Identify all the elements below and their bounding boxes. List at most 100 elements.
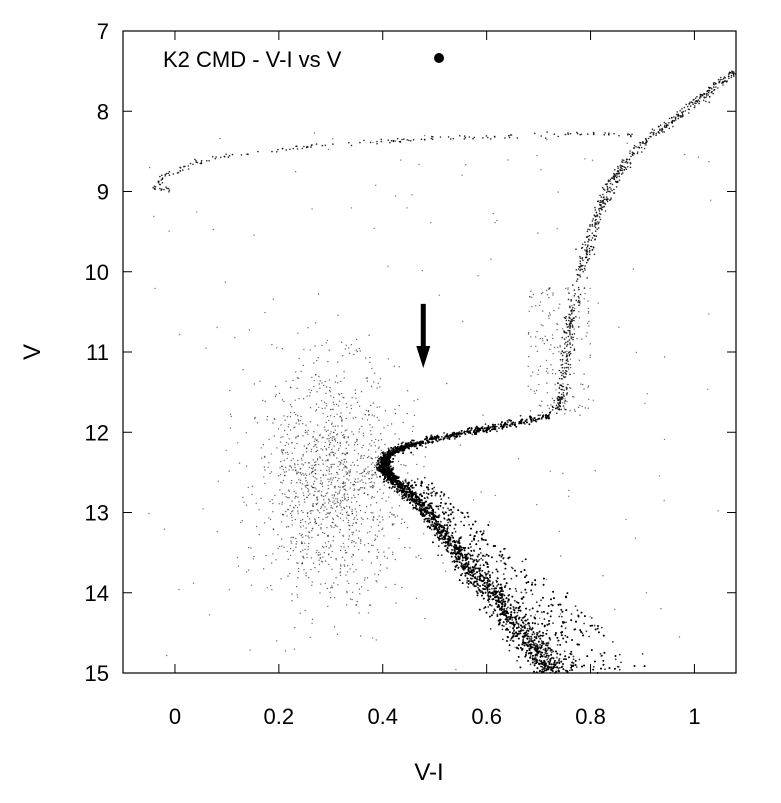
data-point — [461, 572, 464, 575]
data-point — [563, 650, 566, 653]
data-point — [488, 588, 491, 591]
data-point — [473, 573, 476, 575]
data-point — [520, 591, 523, 594]
data-point — [506, 601, 509, 603]
data-point — [470, 578, 473, 580]
data-point — [491, 582, 494, 585]
data-point — [495, 560, 498, 563]
data-point — [612, 641, 614, 643]
data-point — [490, 604, 493, 607]
data-point — [451, 560, 454, 563]
data-point — [507, 620, 510, 623]
data-point — [492, 610, 495, 613]
data-point — [446, 433, 449, 435]
data-point — [402, 441, 404, 444]
data-point — [549, 671, 552, 674]
data-point — [471, 540, 473, 543]
data-point — [432, 490, 435, 493]
data-point — [462, 563, 465, 566]
data-point — [564, 634, 567, 637]
data-point — [430, 528, 433, 531]
data-point — [451, 548, 453, 551]
data-point — [425, 513, 428, 516]
data-point — [516, 659, 518, 662]
data-point — [454, 530, 457, 533]
data-point — [502, 573, 505, 575]
data-point — [530, 638, 532, 641]
data-point — [575, 666, 578, 668]
data-point — [492, 581, 494, 584]
data-point — [544, 655, 546, 658]
data-point — [501, 638, 504, 641]
data-point — [485, 426, 488, 429]
data-point — [477, 586, 479, 589]
data-point — [480, 557, 483, 560]
data-point — [546, 658, 548, 661]
data-point — [546, 649, 549, 651]
data-point — [382, 451, 385, 454]
data-point — [519, 414, 522, 417]
data-point — [437, 437, 440, 440]
data-point — [491, 587, 493, 590]
data-point — [542, 648, 545, 651]
data-point — [533, 660, 536, 663]
data-point — [484, 555, 486, 557]
data-point — [528, 635, 531, 638]
data-point — [460, 564, 463, 566]
data-point — [446, 519, 449, 521]
data-point — [529, 626, 531, 629]
data-point — [430, 434, 433, 436]
data-point — [430, 492, 432, 495]
data-point — [497, 423, 500, 426]
data-point — [532, 646, 535, 649]
data-point — [471, 433, 474, 436]
data-point — [529, 655, 532, 657]
data-point — [533, 643, 536, 645]
data-point — [540, 599, 542, 602]
data-point — [401, 480, 404, 483]
data-point — [425, 446, 427, 449]
data-point — [393, 490, 396, 492]
data-point — [471, 558, 474, 561]
data-point — [479, 572, 481, 575]
data-point — [520, 627, 522, 630]
data-point — [541, 611, 543, 614]
data-point — [447, 526, 449, 528]
data-point — [501, 628, 504, 631]
data-point — [440, 529, 443, 532]
data-point — [448, 436, 450, 439]
data-point — [412, 486, 415, 489]
data-point — [482, 530, 485, 532]
data-point — [487, 593, 489, 595]
data-point — [556, 656, 558, 659]
data-point — [537, 623, 539, 626]
data-point — [552, 650, 555, 653]
data-point — [430, 518, 433, 521]
data-point — [453, 438, 456, 440]
data-point — [531, 593, 534, 596]
data-point — [419, 506, 421, 508]
data-point — [641, 653, 644, 655]
data-point — [427, 483, 430, 486]
data-point — [564, 627, 567, 630]
data-point — [480, 552, 482, 554]
data-point — [576, 609, 579, 612]
data-point — [506, 420, 509, 422]
data-point — [526, 642, 528, 644]
data-point — [620, 661, 622, 664]
data-point — [515, 601, 518, 603]
data-point — [467, 561, 470, 564]
data-point — [440, 554, 443, 556]
data-point — [514, 421, 516, 424]
data-point — [481, 559, 484, 561]
data-point — [543, 618, 546, 621]
data-point — [593, 624, 596, 627]
data-point — [530, 614, 532, 617]
data-point — [479, 564, 482, 567]
data-point — [374, 471, 377, 474]
data-point — [588, 635, 590, 638]
data-point — [485, 575, 487, 577]
data-point — [447, 545, 450, 547]
data-point — [505, 623, 508, 625]
data-point — [532, 418, 534, 420]
